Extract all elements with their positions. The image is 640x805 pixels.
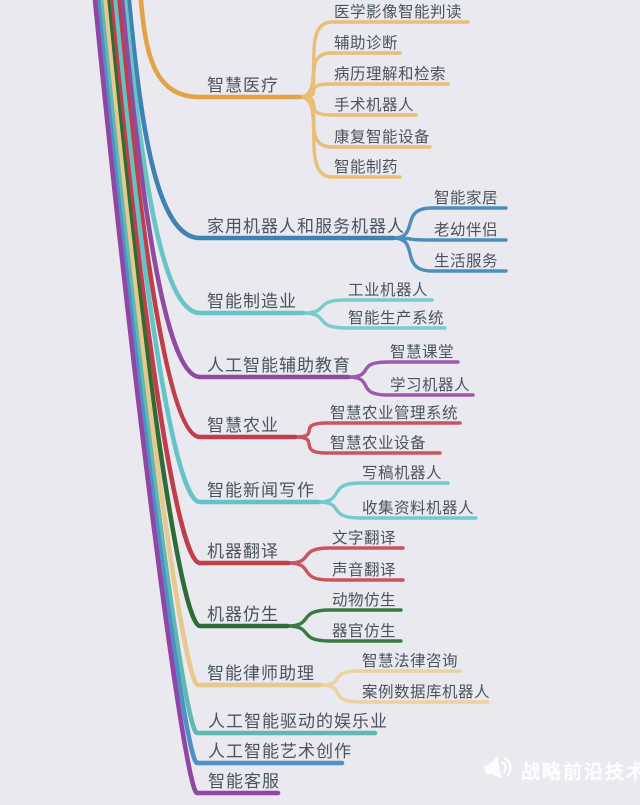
branch-child-line-ai-lawyer-assistant-0 (318, 669, 462, 687)
branch-ai-entertainment: 人工智能驱动的娱乐业 (98, 0, 388, 736)
child-label-machine-bionics-0: 动物仿生 (332, 591, 396, 609)
branch-line-smart-manufacturing (122, 0, 306, 316)
branch-line-home-service-robots (126, 0, 396, 241)
branch-line-ai-assisted-education (119, 0, 351, 380)
branch-line-machine-bionics (105, 0, 290, 629)
child-label-smart-manufacturing-0: 工业机器人 (348, 281, 428, 299)
child-label-machine-translation-0: 文字翻译 (332, 529, 396, 547)
child-label-smart-healthcare-5: 智能制药 (334, 158, 398, 176)
branch-line-smart-healthcare (138, 0, 303, 100)
branch-child-line-ai-assisted-education-0 (346, 360, 460, 379)
child-label-ai-assisted-education-1: 学习机器人 (390, 376, 470, 394)
branch-child-line-machine-translation-1 (286, 561, 405, 582)
branch-line-ai-entertainment (98, 0, 378, 736)
child-label-smart-agriculture-1: 智慧农业设备 (330, 434, 426, 452)
branch-child-line-smart-agriculture-1 (293, 435, 442, 455)
branch-child-line-home-service-robots-2 (391, 236, 508, 273)
child-label-machine-bionics-1: 器官仿生 (332, 622, 396, 640)
branch-smart-customer-service: 智能客服 (92, 0, 281, 796)
child-label-smart-manufacturing-1: 智能生产系统 (348, 309, 444, 327)
branch-label-ai-news-writing: 智能新闻写作 (207, 481, 315, 500)
child-label-smart-healthcare-1: 辅助诊断 (334, 34, 398, 52)
branch-line-ai-news-writing (112, 0, 321, 505)
child-label-ai-assisted-education-0: 智慧课堂 (390, 343, 454, 361)
child-label-home-service-robots-1: 老幼伴侣 (434, 221, 498, 239)
child-label-home-service-robots-0: 智能家居 (434, 189, 498, 207)
branch-line-ai-art-creation (95, 0, 345, 766)
child-label-ai-lawyer-assistant-1: 案例数据库机器人 (362, 683, 490, 701)
branch-child-line-smart-healthcare-5 (298, 95, 402, 179)
branch-label-machine-bionics: 机器仿生 (207, 605, 279, 624)
branch-line-smart-customer-service (92, 0, 281, 796)
child-label-ai-news-writing-0: 写稿机器人 (362, 464, 442, 482)
child-label-ai-lawyer-assistant-0: 智慧法律咨询 (362, 652, 458, 670)
branch-ai-art-creation: 人工智能艺术创作 (95, 0, 352, 766)
branch-label-ai-art-creation: 人工智能艺术创作 (208, 742, 352, 761)
branch-label-smart-agriculture: 智慧农业 (207, 416, 279, 435)
child-label-machine-translation-1: 声音翻译 (332, 561, 396, 579)
child-label-home-service-robots-2: 生活服务 (434, 252, 498, 270)
branch-line-ai-lawyer-assistant (102, 0, 323, 688)
branch-label-machine-translation: 机器翻译 (207, 542, 279, 561)
branch-label-smart-healthcare: 智慧医疗 (207, 76, 279, 95)
child-label-smart-healthcare-2: 病历理解和检索 (334, 65, 446, 83)
branch-label-ai-assisted-education: 人工智能辅助教育 (207, 356, 351, 375)
branch-child-line-ai-news-writing-1 (316, 500, 478, 520)
branch-child-line-ai-lawyer-assistant-1 (318, 683, 490, 704)
branch-line-smart-agriculture (115, 0, 298, 440)
branch-child-line-ai-assisted-education-1 (346, 375, 475, 397)
child-label-ai-news-writing-1: 收集资料机器人 (362, 499, 474, 517)
branch-child-line-machine-translation-0 (286, 546, 405, 565)
child-label-smart-healthcare-0: 医学影像智能判读 (334, 3, 462, 21)
branch-label-ai-entertainment: 人工智能驱动的娱乐业 (208, 712, 388, 731)
branch-child-line-smart-manufacturing-1 (301, 311, 447, 330)
branch-label-smart-customer-service: 智能客服 (208, 772, 280, 791)
child-label-smart-healthcare-3: 手术机器人 (334, 96, 414, 114)
megaphone-icon (479, 750, 517, 792)
watermark: 战略前沿技术 (482, 752, 640, 789)
watermark-text: 战略前沿技术 (521, 762, 640, 783)
branch-label-smart-manufacturing: 智能制造业 (207, 292, 297, 311)
branch-label-ai-lawyer-assistant: 智能律师助理 (207, 664, 315, 683)
child-label-smart-healthcare-4: 康复智能设备 (334, 128, 430, 146)
branch-child-line-smart-healthcare-2 (298, 82, 450, 99)
branch-child-line-machine-bionics-1 (285, 624, 403, 643)
child-label-smart-agriculture-0: 智慧农业管理系统 (330, 404, 458, 422)
branch-label-home-service-robots: 家用机器人和服务机器人 (207, 217, 405, 236)
branch-line-machine-translation (108, 0, 291, 566)
